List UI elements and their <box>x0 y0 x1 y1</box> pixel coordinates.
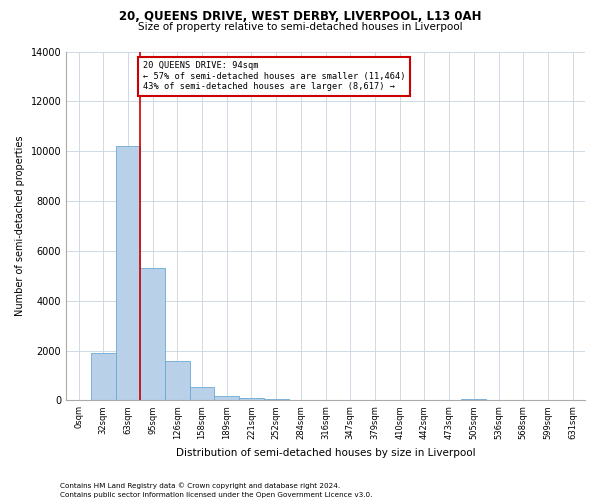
Bar <box>461 399 486 400</box>
Bar <box>116 146 140 401</box>
Bar <box>239 398 264 400</box>
Bar <box>91 353 116 401</box>
Bar <box>214 396 239 400</box>
Y-axis label: Number of semi-detached properties: Number of semi-detached properties <box>15 136 25 316</box>
Text: Size of property relative to semi-detached houses in Liverpool: Size of property relative to semi-detach… <box>137 22 463 32</box>
Bar <box>165 360 190 401</box>
Text: 20, QUEENS DRIVE, WEST DERBY, LIVERPOOL, L13 0AH: 20, QUEENS DRIVE, WEST DERBY, LIVERPOOL,… <box>119 10 481 23</box>
Text: Contains HM Land Registry data © Crown copyright and database right 2024.: Contains HM Land Registry data © Crown c… <box>60 482 340 489</box>
Bar <box>264 399 289 400</box>
Bar <box>140 268 165 400</box>
X-axis label: Distribution of semi-detached houses by size in Liverpool: Distribution of semi-detached houses by … <box>176 448 475 458</box>
Text: 20 QUEENS DRIVE: 94sqm
← 57% of semi-detached houses are smaller (11,464)
43% of: 20 QUEENS DRIVE: 94sqm ← 57% of semi-det… <box>143 62 405 92</box>
Bar <box>190 386 214 400</box>
Text: Contains public sector information licensed under the Open Government Licence v3: Contains public sector information licen… <box>60 492 373 498</box>
